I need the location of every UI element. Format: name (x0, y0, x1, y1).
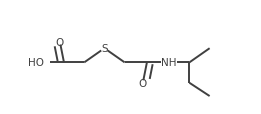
Text: S: S (101, 44, 108, 54)
Text: O: O (56, 38, 64, 48)
Text: NH: NH (161, 58, 177, 68)
Text: O: O (139, 78, 147, 88)
Text: HO: HO (28, 58, 44, 68)
